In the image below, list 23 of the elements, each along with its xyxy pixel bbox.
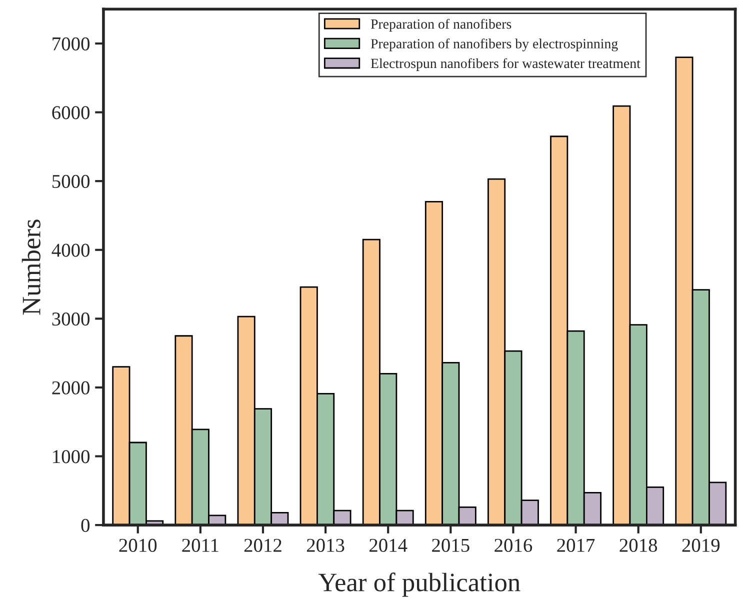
y-tick-label: 4000 [52, 244, 90, 257]
x-tick-label: 2019 [682, 538, 720, 552]
y-tick-label: 0 [81, 518, 90, 532]
x-tick-label: 2016 [494, 538, 532, 552]
y-tick-label: 5000 [52, 174, 90, 188]
legend-label: Electrospun nanofibers for wastewater treatment [370, 58, 640, 71]
y-tick-label: 3000 [52, 312, 90, 326]
y-tick-label: 7000 [52, 37, 90, 50]
x-tick-label: 2017 [557, 538, 595, 552]
x-tick-label: 2013 [306, 538, 344, 552]
x-tick-label: 2015 [432, 538, 470, 552]
legend-label: Preparation of nanofibers [370, 18, 512, 32]
x-tick-label: 2010 [119, 538, 157, 552]
x-tick-label: 2012 [244, 538, 282, 552]
y-axis-title: Numbers [22, 220, 40, 315]
y-tick-label: 1000 [53, 450, 90, 464]
x-tick-label: 2018 [620, 538, 658, 552]
x-tick-label: 2011 [182, 538, 218, 552]
x-axis-title: Year of publication [318, 572, 520, 597]
legend-label: Preparation of nanofibers by electrospinning [370, 38, 618, 52]
y-tick-label: 6000 [52, 106, 90, 120]
y-tick-label: 2000 [52, 381, 90, 394]
x-tick-label: 2014 [370, 538, 408, 552]
